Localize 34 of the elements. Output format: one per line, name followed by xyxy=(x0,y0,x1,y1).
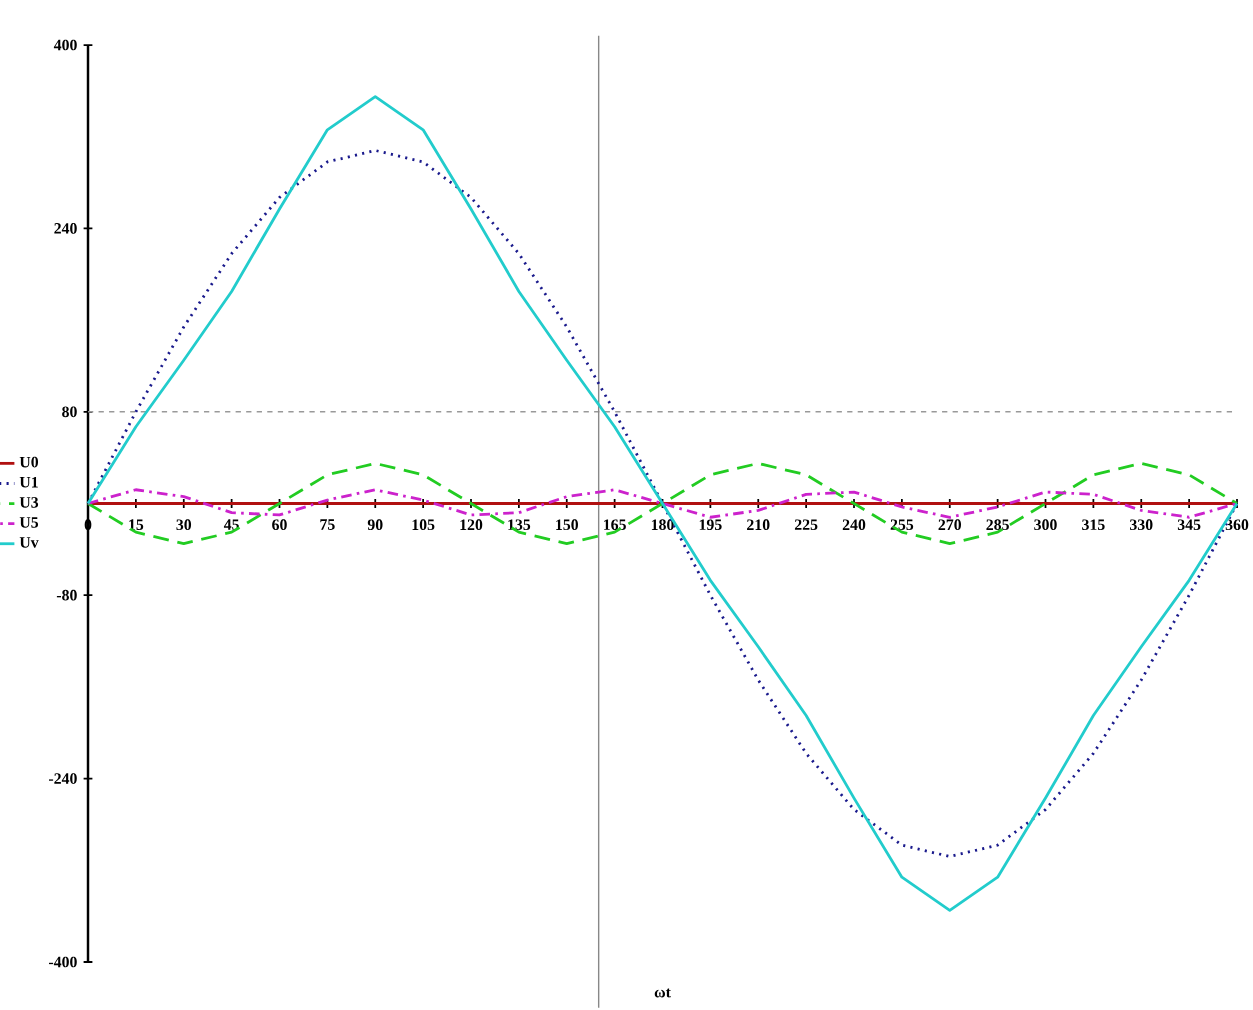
x-tick-label: 135 xyxy=(508,519,531,531)
y-tick-label: -240 xyxy=(48,773,77,784)
x-tick-label: 285 xyxy=(986,519,1009,531)
legend-label: U1 xyxy=(19,476,38,488)
legend-label: Uv xyxy=(19,537,39,548)
y-tick-label: 400 xyxy=(53,39,77,51)
legend-label: U0 xyxy=(19,456,39,468)
x-tick-label: 300 xyxy=(1034,519,1057,531)
y-tick-label: 80 xyxy=(62,406,77,418)
x-tick-label: 345 xyxy=(1177,519,1201,531)
x-tick-label: 210 xyxy=(747,519,770,531)
y-tick-label: 240 xyxy=(54,223,77,234)
x-tick-label: 165 xyxy=(604,519,626,531)
y-tick-label: -400 xyxy=(48,956,77,968)
x-tick-label: 60 xyxy=(272,519,287,531)
legend-label: U5 xyxy=(19,517,39,528)
legend-label: U3 xyxy=(19,497,39,508)
y-tick-label: -80 xyxy=(56,589,77,601)
x-tick-label: 90 xyxy=(367,519,383,531)
x-tick-label: 180 xyxy=(651,519,674,531)
x-tick-label: 240 xyxy=(842,519,866,531)
x-tick-label: 255 xyxy=(890,519,914,531)
x-tick-label: 225 xyxy=(794,519,818,531)
x-tick-label: 360 xyxy=(1225,519,1249,531)
x-tick-label: 195 xyxy=(699,519,722,531)
x-tick-label: 315 xyxy=(1082,519,1105,531)
x-tick-label: 120 xyxy=(460,519,483,531)
x-tick-label: 330 xyxy=(1130,519,1153,531)
x-tick-label: 105 xyxy=(412,519,435,531)
x-axis-title: ωt xyxy=(654,988,671,998)
x-tick-label: 30 xyxy=(176,519,192,531)
x-tick-label: 270 xyxy=(938,519,962,531)
x-tick-label: 150 xyxy=(556,519,579,531)
x-tick-label: 75 xyxy=(320,519,335,530)
